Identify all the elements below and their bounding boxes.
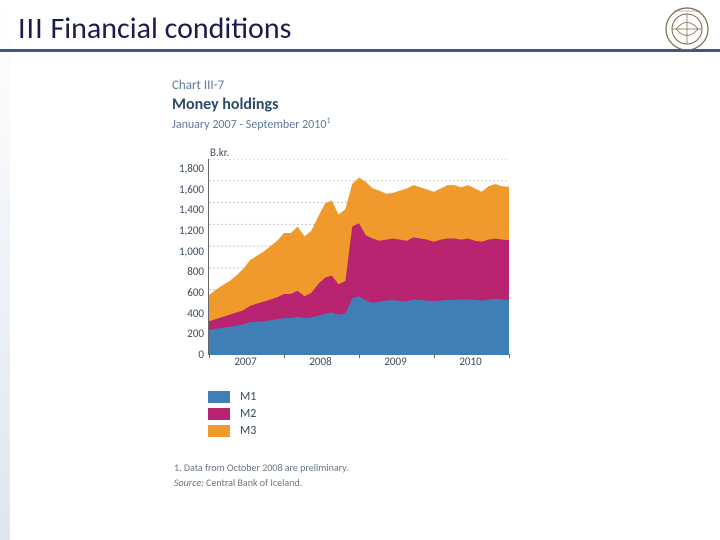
y-tick-label: 1,000: [179, 247, 204, 257]
y-tick-label: 1,400: [179, 205, 204, 215]
side-gradient-bar: [0, 0, 10, 540]
slide-roman: III: [18, 10, 44, 47]
legend-item: M2: [208, 407, 572, 421]
legend-swatch: [208, 408, 230, 420]
y-axis-labels: 1,8001,6001,4001,2001,0008006004002000: [172, 159, 208, 355]
y-tick-label: 800: [187, 267, 204, 277]
chart-subtitle: January 2007 - September 20101: [172, 116, 572, 132]
y-tick-label: 400: [187, 309, 204, 319]
chart-container: Chart III-7 Money holdings January 2007 …: [172, 78, 572, 490]
y-tick-label: 1,600: [179, 185, 204, 195]
legend-label: M3: [240, 424, 256, 438]
y-tick-label: 1,200: [179, 226, 204, 236]
y-tick-label: 1,800: [179, 164, 204, 174]
x-ticks: [209, 354, 508, 358]
footnote-note: 1. Data from October 2008 are preliminar…: [174, 460, 572, 475]
legend-label: M1: [240, 390, 256, 404]
central-bank-logo: S E Ð L A B A N K I: [664, 6, 710, 52]
chart-subtitle-text: January 2007 - September 2010: [172, 118, 326, 132]
chart-number: Chart III-7: [172, 78, 572, 93]
chart-subtitle-sup: 1: [326, 116, 330, 126]
footnote-source-label: Source:: [174, 476, 204, 489]
footnote-source-value: Central Bank of Iceland.: [206, 476, 302, 489]
y-tick-label: 0: [198, 350, 204, 360]
title-underline: [0, 49, 720, 52]
legend-item: M1: [208, 390, 572, 404]
legend-swatch: [208, 391, 230, 403]
legend-label: M2: [240, 407, 256, 421]
chart-title: Money holdings: [172, 95, 572, 114]
slide-title: III Financial conditions: [18, 10, 291, 47]
legend: M1 M2 M3: [208, 390, 572, 438]
legend-item: M3: [208, 424, 572, 438]
slide-title-text: Financial conditions: [50, 10, 291, 47]
legend-swatch: [208, 425, 230, 437]
y-tick-label: 200: [187, 329, 204, 339]
svg-text:S E Ð L A B A N K I: S E Ð L A B A N K I: [674, 9, 699, 13]
chart-footnote: 1. Data from October 2008 are preliminar…: [174, 460, 572, 490]
y-axis-unit: B.kr.: [210, 146, 572, 159]
y-tick-label: 600: [187, 288, 204, 298]
plot-area: [208, 159, 508, 355]
